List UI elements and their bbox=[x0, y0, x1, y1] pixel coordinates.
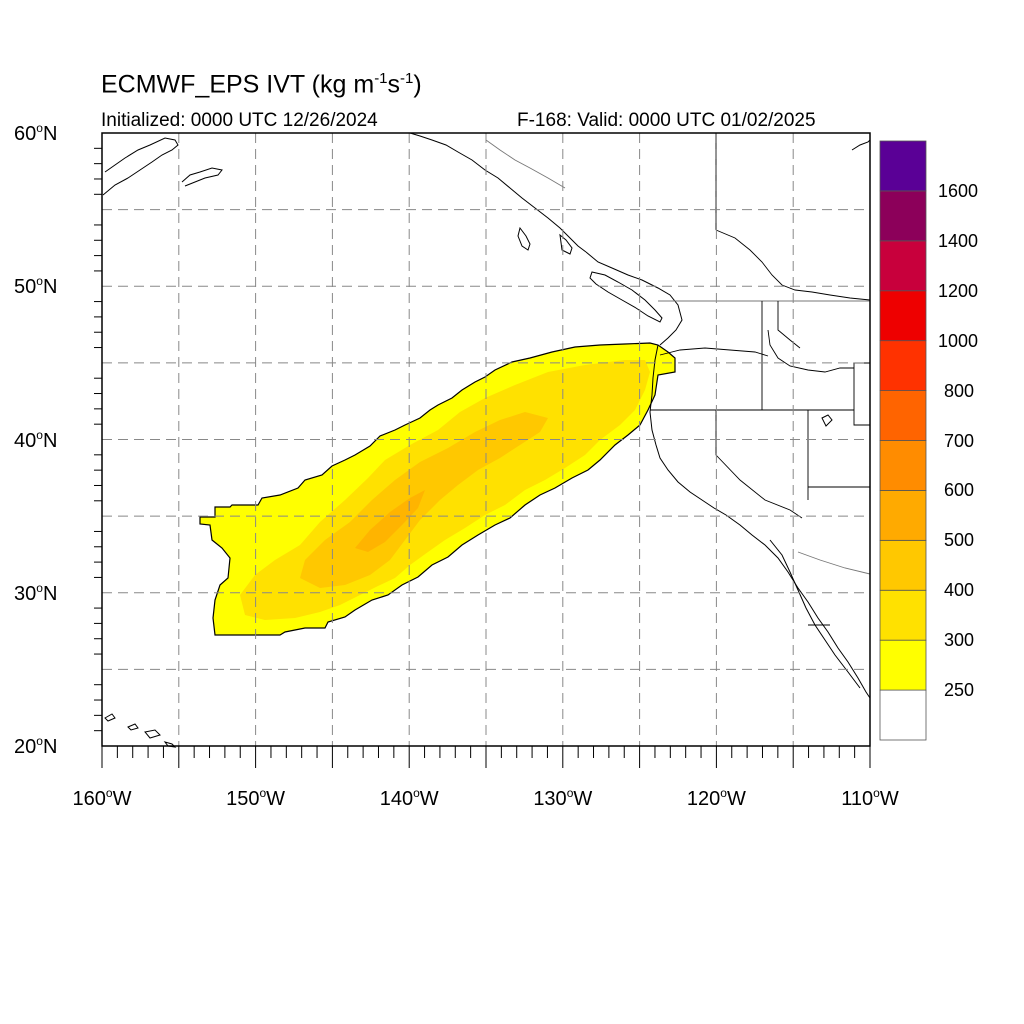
valid-time: F-168: Valid: 0000 UTC 01/02/2025 bbox=[517, 110, 816, 131]
colorbar-swatch bbox=[879, 390, 927, 441]
lon-tick-label: 120oW bbox=[686, 786, 746, 810]
colorbar-swatch bbox=[879, 340, 927, 391]
lon-tick-label: 110oW bbox=[841, 786, 899, 810]
lat-tick-label: 20oN bbox=[14, 734, 58, 758]
colorbar-swatch bbox=[879, 589, 927, 641]
lon-tick-label: 130oW bbox=[533, 786, 593, 810]
ivt-plume-peak bbox=[355, 490, 425, 552]
colorbar-swatch bbox=[879, 290, 927, 342]
colorbar-label: 250 bbox=[944, 680, 975, 701]
colorbar-label: 500 bbox=[944, 530, 975, 551]
colorbar-swatch bbox=[879, 140, 927, 192]
axis-ticks bbox=[94, 147, 871, 768]
lon-tick-label: 150oW bbox=[226, 786, 286, 810]
lon-tick-label: 160oW bbox=[72, 786, 132, 810]
colorbar-label: 300 bbox=[944, 630, 975, 651]
colorbar-label: 1400 bbox=[938, 230, 979, 251]
initialized-time: Initialized: 0000 UTC 12/26/2024 bbox=[101, 110, 378, 131]
colorbar-label: 600 bbox=[944, 480, 975, 501]
colorbar-swatch bbox=[879, 440, 927, 491]
political-boundaries bbox=[485, 133, 871, 626]
colorbar-label: 800 bbox=[944, 380, 975, 401]
lon-tick-label: 140oW bbox=[379, 786, 439, 810]
colorbar-swatch bbox=[879, 639, 927, 691]
gridlines bbox=[102, 133, 870, 746]
colorbar-swatch bbox=[879, 689, 927, 741]
figure-title: ECMWF_EPS IVT (kg m-1s-1) bbox=[101, 70, 422, 99]
colorbar-label: 1000 bbox=[938, 330, 979, 351]
colorbar bbox=[879, 140, 927, 741]
colorbar-swatch bbox=[879, 190, 927, 242]
colorbar-swatch bbox=[879, 240, 927, 292]
map-frame bbox=[101, 132, 871, 747]
colorbar-label: 1200 bbox=[938, 280, 979, 301]
colorbar-swatch bbox=[879, 539, 927, 591]
lat-tick-label: 30oN bbox=[14, 580, 58, 605]
colorbar-label: 1600 bbox=[938, 180, 979, 201]
lat-tick-label: 60oN bbox=[14, 121, 58, 145]
coastlines bbox=[102, 132, 871, 748]
colorbar-swatch bbox=[879, 490, 927, 541]
colorbar-label: 400 bbox=[944, 580, 975, 601]
lat-tick-label: 40oN bbox=[14, 427, 58, 452]
colorbar-label: 700 bbox=[944, 430, 975, 451]
lat-tick-label: 50oN bbox=[14, 274, 58, 299]
